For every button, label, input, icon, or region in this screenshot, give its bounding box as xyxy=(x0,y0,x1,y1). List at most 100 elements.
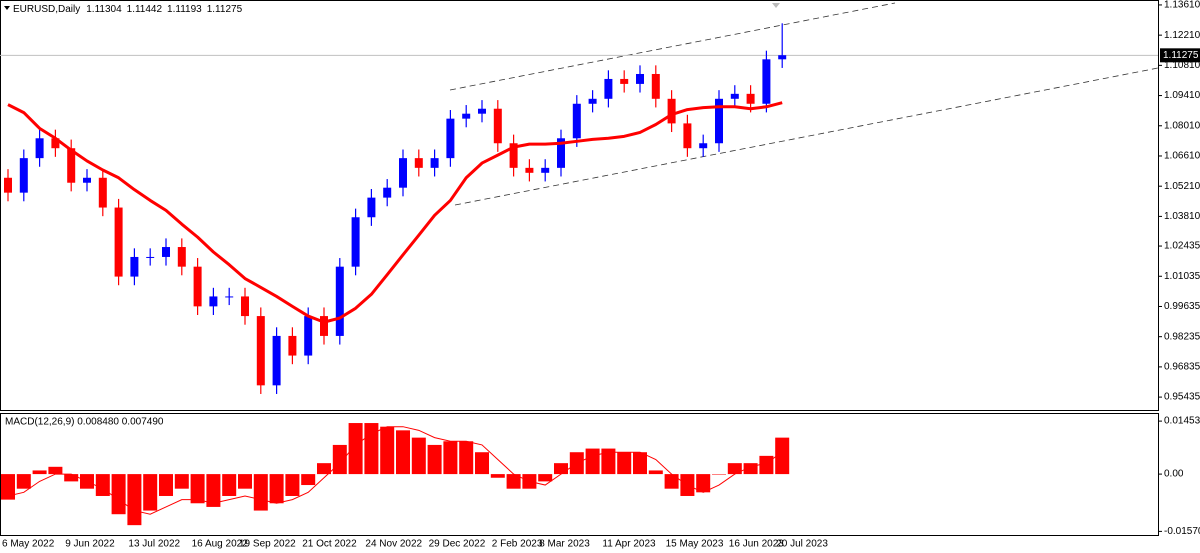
macd-bar xyxy=(206,474,221,507)
y-tick-label: 0.95435 xyxy=(1164,392,1200,403)
macd-signal xyxy=(7,426,783,515)
candle-body xyxy=(572,103,581,139)
candle-body xyxy=(193,266,202,307)
candle-body xyxy=(4,177,12,193)
candle-body xyxy=(636,73,644,84)
macd-bar xyxy=(364,423,379,475)
macd-bar xyxy=(301,474,316,486)
macd-bar xyxy=(585,448,600,475)
macd-bar xyxy=(222,474,237,496)
y-tick-label: 1.09410 xyxy=(1164,90,1200,101)
macd-bar xyxy=(506,474,521,489)
y-tick-label: 1.10810 xyxy=(1164,60,1200,71)
macd-bar xyxy=(16,474,31,489)
last-price-label: 1.11275 xyxy=(1163,50,1199,61)
macd-bar xyxy=(759,455,774,475)
macd-bar xyxy=(159,474,173,496)
candle-body xyxy=(778,55,787,60)
y-tick-label: 1.06610 xyxy=(1164,151,1200,162)
candle-body xyxy=(367,197,376,218)
macd-bar xyxy=(332,444,347,475)
macd-bar xyxy=(617,452,632,475)
candle-body xyxy=(83,177,91,183)
candle-body xyxy=(430,158,439,168)
macd-bar xyxy=(727,463,742,475)
ohlc-high: 1.11442 xyxy=(127,4,163,15)
candle-body xyxy=(335,266,344,336)
candle-body xyxy=(541,167,550,173)
y-tick-label: 0.96835 xyxy=(1164,362,1200,373)
macd-bar xyxy=(380,426,395,475)
candle-body xyxy=(272,335,281,386)
last-price-box xyxy=(1160,48,1200,63)
candle-body xyxy=(114,207,123,277)
y-tick-label: 0.00 xyxy=(1164,469,1184,480)
x-tick-label: 24 Nov 2022 xyxy=(365,539,422,550)
candle-body xyxy=(98,177,107,208)
ohlc-open: 1.11304 xyxy=(86,4,122,15)
candle-body xyxy=(320,316,328,336)
y-tick-label: 1.02435 xyxy=(1164,241,1200,252)
header: EURUSD,Daily 1.11304 1.11442 1.11193 1.11275 xyxy=(13,4,243,15)
macd-bar xyxy=(238,474,252,489)
macd-bar xyxy=(269,474,284,504)
candle-body xyxy=(762,59,771,104)
candle-body xyxy=(288,335,297,356)
candle-body xyxy=(525,167,534,173)
x-tick-label: 19 Sep 2022 xyxy=(239,539,296,550)
candle-body xyxy=(241,296,249,317)
ohlc-close: 1.11275 xyxy=(207,4,243,15)
y-tick-label: 0.98235 xyxy=(1164,331,1200,342)
candle-body xyxy=(225,296,234,298)
candle-body xyxy=(462,113,471,119)
candle-body xyxy=(35,138,44,159)
candle-body xyxy=(667,98,676,124)
macd-bar xyxy=(490,474,505,478)
candle-body xyxy=(493,108,502,144)
macd-bar xyxy=(1,474,15,500)
macd-bar xyxy=(48,466,63,475)
x-tick-label: 16 Jun 2023 xyxy=(729,539,784,550)
x-tick-label: 21 Oct 2022 xyxy=(302,539,357,550)
candle-body xyxy=(715,98,723,144)
y-tick-label: 1.01035 xyxy=(1164,271,1200,282)
macd-bar xyxy=(127,474,142,526)
macd-panel-frame xyxy=(0,413,1159,536)
y-tick-label: 0.99635 xyxy=(1164,301,1200,312)
y-tick-label: 1.12210 xyxy=(1164,30,1200,41)
candle-body xyxy=(130,256,139,277)
candle-body xyxy=(651,73,660,99)
x-tick-label: 16 Aug 2022 xyxy=(192,539,249,550)
candle-body xyxy=(209,296,218,307)
y-tick-label: 1.03810 xyxy=(1164,211,1200,222)
candle-body xyxy=(67,148,76,183)
x-tick-label: 15 May 2023 xyxy=(666,539,724,550)
x-tick-label: 13 Jul 2022 xyxy=(128,539,180,550)
candle-body xyxy=(746,93,755,104)
candle-body xyxy=(446,118,455,159)
y-tick-label: 0.014531 xyxy=(1164,416,1200,427)
candle-body xyxy=(177,247,186,267)
candle-body xyxy=(399,158,407,188)
macd-bar xyxy=(459,441,474,475)
macd-bar xyxy=(443,441,458,475)
macd-bar xyxy=(190,474,205,504)
y-tick-label: -0.015708 xyxy=(1164,526,1200,537)
candle-body xyxy=(557,138,565,168)
candle-body xyxy=(304,316,313,356)
x-tick-label: 6 May 2022 xyxy=(2,539,55,550)
ohlc-low: 1.11193 xyxy=(167,4,202,15)
candle-body xyxy=(620,78,629,84)
macd-header: MACD(12,26,9) 0.008480 0.007490 xyxy=(5,417,164,428)
y-tick-label: 1.08010 xyxy=(1164,120,1200,131)
candle-body xyxy=(256,316,265,386)
macd-bar xyxy=(64,474,79,482)
macd-bar xyxy=(475,452,489,475)
candle-body xyxy=(509,143,518,168)
macd-bar xyxy=(633,452,647,475)
macd-bar xyxy=(317,463,331,475)
candle-body xyxy=(351,217,360,267)
candle-body xyxy=(146,256,155,258)
